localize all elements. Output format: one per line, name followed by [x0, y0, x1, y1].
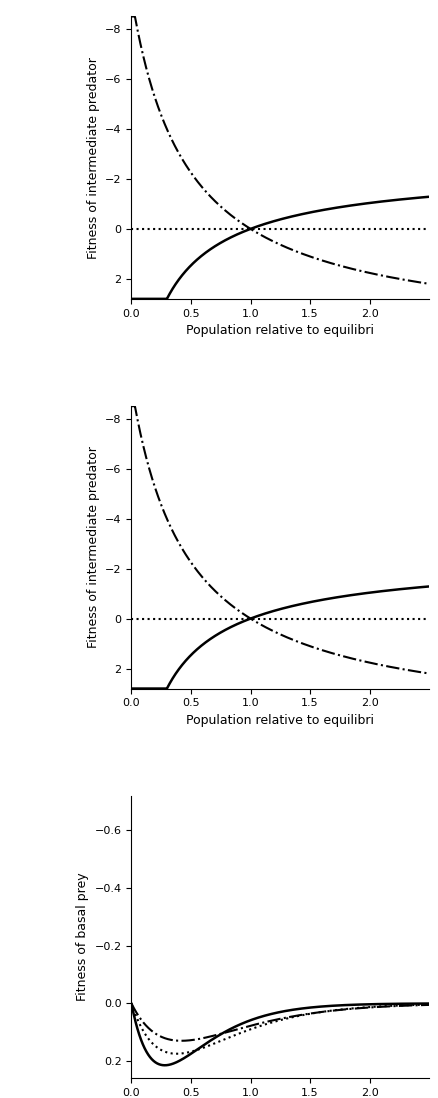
X-axis label: Population relative to equilibri: Population relative to equilibri	[186, 324, 374, 337]
Y-axis label: Fitness of intermediate predator: Fitness of intermediate predator	[87, 57, 99, 259]
X-axis label: Population relative to equilibri: Population relative to equilibri	[186, 714, 374, 727]
Y-axis label: Fitness of basal prey: Fitness of basal prey	[76, 873, 89, 1001]
Y-axis label: Fitness of intermediate predator: Fitness of intermediate predator	[87, 447, 99, 648]
